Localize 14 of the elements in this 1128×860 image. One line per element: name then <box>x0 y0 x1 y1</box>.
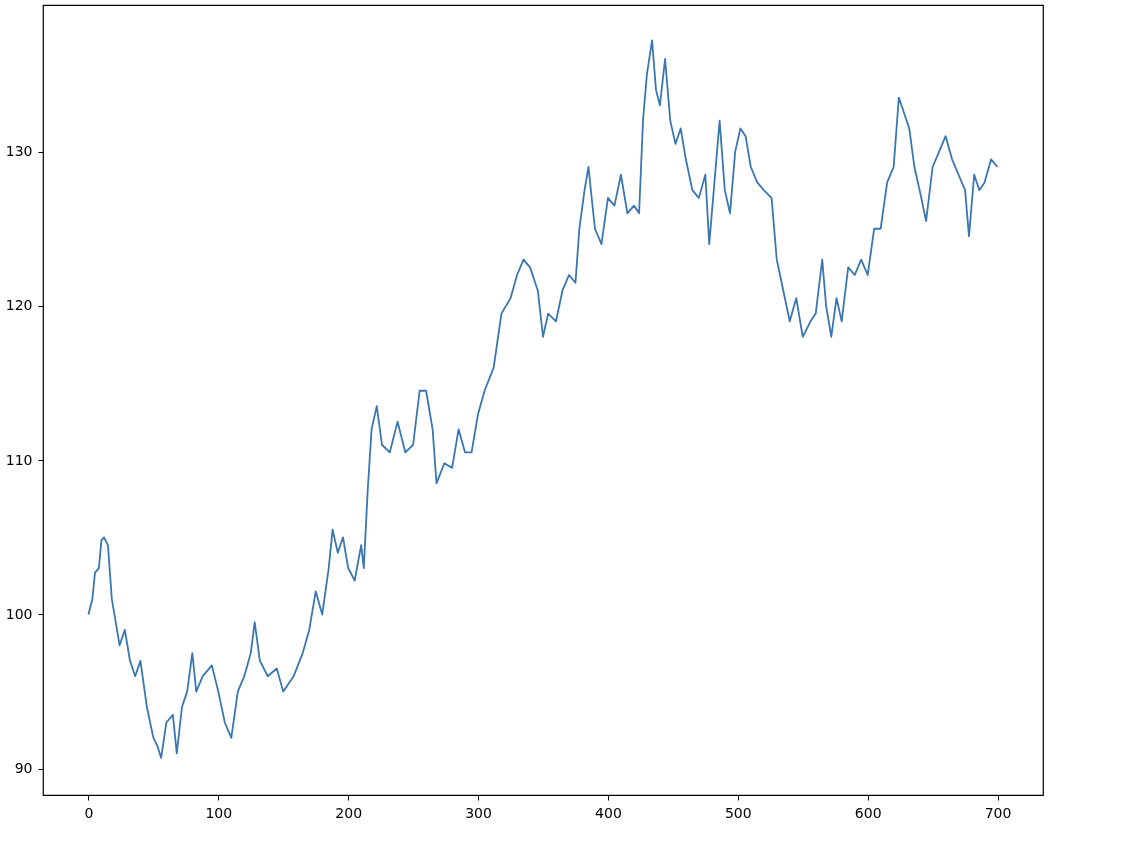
y-tick-label: 130 <box>5 143 33 160</box>
x-tick-label: 500 <box>724 804 752 821</box>
y-tick-label: 110 <box>5 451 33 468</box>
x-tick-label: 700 <box>984 804 1012 821</box>
x-tick-label: 600 <box>854 804 882 821</box>
y-tick-label: 90 <box>14 760 33 777</box>
x-tick-label: 200 <box>335 804 363 821</box>
x-tick-label: 100 <box>205 804 233 821</box>
line-series <box>87 39 999 759</box>
x-tick-label: 400 <box>595 804 622 821</box>
y-tick-label: 120 <box>5 297 33 314</box>
y-tick-label: 100 <box>5 605 33 622</box>
x-tick-label: 300 <box>465 804 492 821</box>
x-tick-label: 0 <box>84 804 94 821</box>
